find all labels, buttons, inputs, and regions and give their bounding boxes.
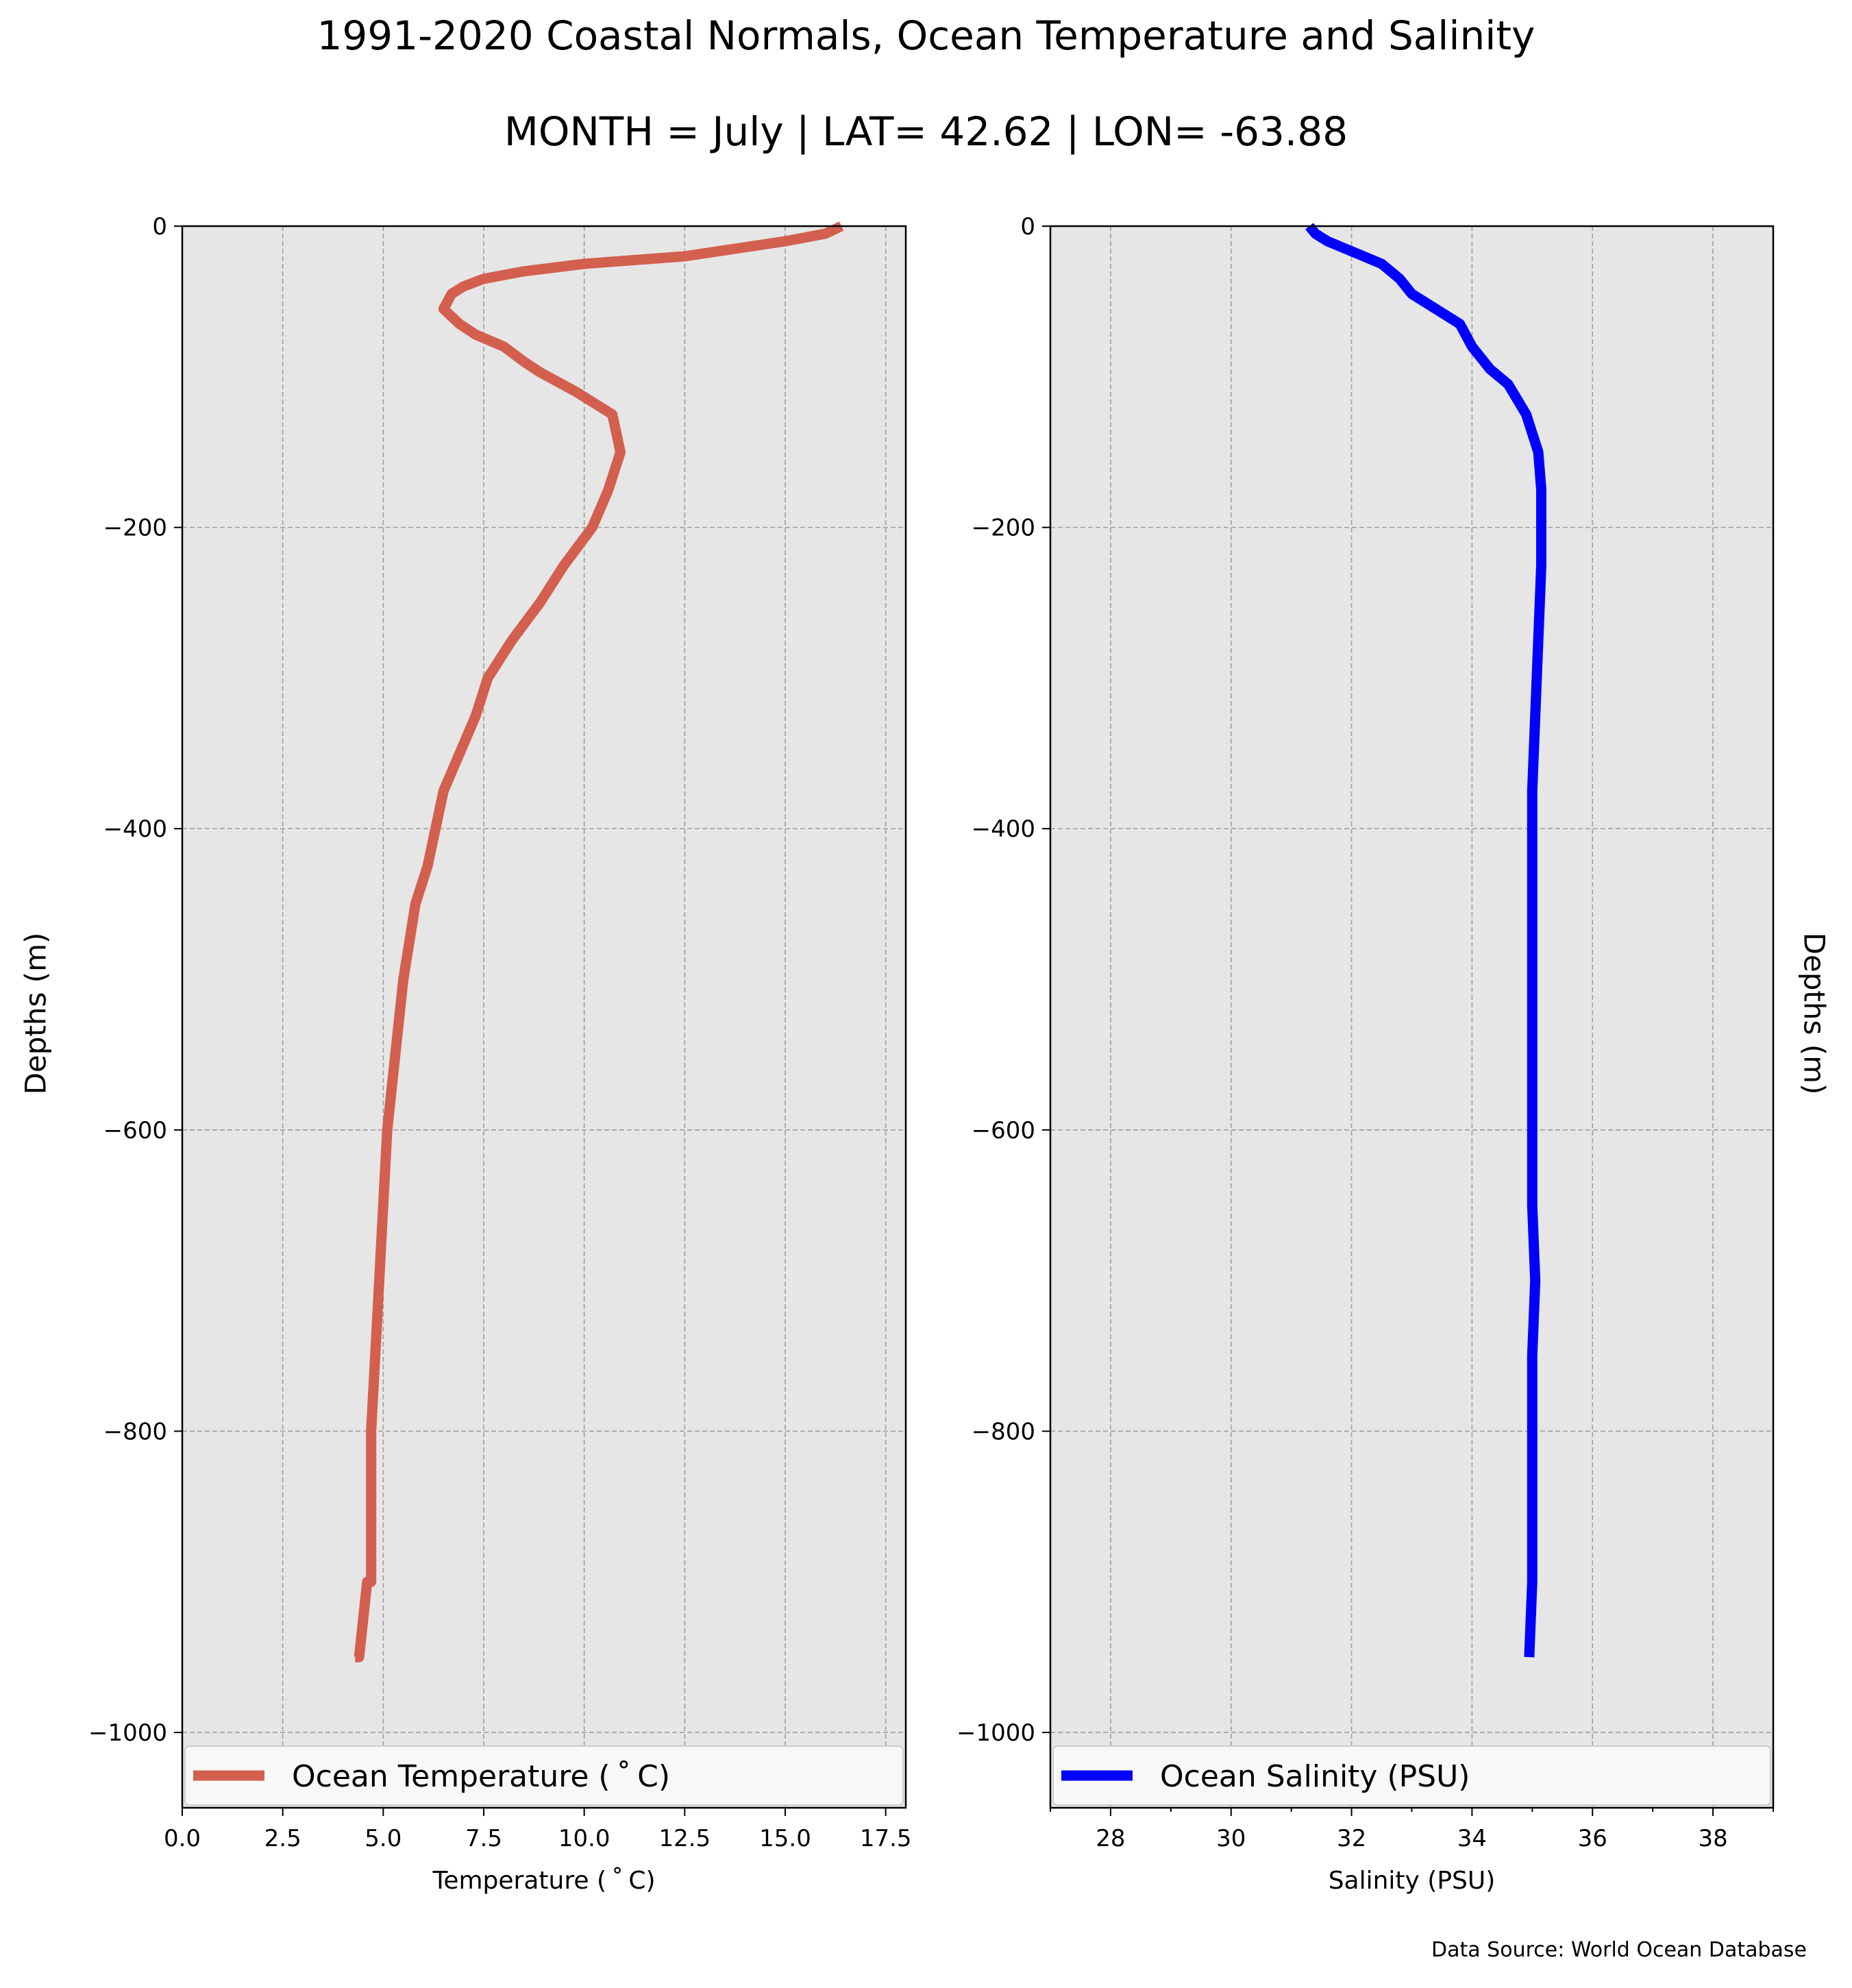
x-tick-label: 2.5 — [264, 1825, 301, 1852]
legend-box — [184, 1745, 904, 1806]
x-tick-label: 28 — [1096, 1825, 1125, 1852]
y-tick-label: −200 — [972, 515, 1035, 542]
legend-box — [1052, 1745, 1771, 1806]
y-tick-label: −200 — [103, 515, 167, 542]
y-tick-label: −400 — [103, 815, 167, 843]
x-tick-label: 30 — [1216, 1825, 1246, 1852]
series-line-salinity — [1305, 223, 1546, 1658]
series-line-temperature — [354, 221, 844, 1662]
chart-title: 1991-2020 Coastal Normals, Ocean Tempera… — [317, 12, 1535, 59]
y-tick-label: −800 — [103, 1418, 167, 1445]
y-tick-label: −800 — [972, 1418, 1035, 1445]
y-tick-label: 0 — [152, 213, 167, 241]
x-tick-label: 17.5 — [860, 1825, 912, 1852]
x-tick-label: 5.0 — [365, 1825, 402, 1852]
plot-frame — [181, 225, 907, 1809]
x-tick-label: 36 — [1578, 1825, 1607, 1852]
data-source-note: Data Source: World Ocean Database — [1431, 1938, 1807, 1962]
x-tick-label: 34 — [1457, 1825, 1487, 1852]
x-tick-label: 7.5 — [465, 1825, 502, 1852]
panel-salinity: Ocean Salinity (PSU) 28 30 32 34 36 38 0 −200 −40… — [956, 213, 1775, 1895]
x-axis-label: Salinity (PSU) — [1329, 1867, 1496, 1895]
plot-background — [1050, 226, 1773, 1808]
y-tick-label: −1000 — [88, 1719, 167, 1747]
x-tick-label: 15.0 — [759, 1825, 811, 1852]
x-tick-label: 10.0 — [558, 1825, 610, 1852]
x-tick-label: 12.5 — [658, 1825, 711, 1852]
legend-label: Ocean Salinity (PSU) — [1160, 1759, 1470, 1794]
y-tick-label: 0 — [1020, 213, 1035, 241]
x-tick-label: 0.0 — [164, 1825, 201, 1852]
x-axis-label: Temperature ( ˚ C) — [432, 1867, 655, 1895]
panel-temperature: Ocean Temperature ( ˚ C) 0.0 2.5 5.0 7.5 10.0… — [88, 213, 912, 1895]
chart-subtitle: MONTH = July | LAT= 42.62 | LON= -63.88 — [504, 108, 1348, 155]
y-tick-label: −400 — [972, 815, 1035, 843]
y-tick-label: −600 — [972, 1117, 1035, 1144]
legend-label: Ocean Temperature ( ˚ C) — [292, 1759, 670, 1794]
x-tick-label: 38 — [1698, 1825, 1727, 1852]
y-tick-label: −600 — [103, 1117, 167, 1144]
x-tick-label: 32 — [1337, 1825, 1366, 1852]
plot-background — [182, 226, 906, 1808]
y-tick-label: −1000 — [956, 1719, 1035, 1747]
